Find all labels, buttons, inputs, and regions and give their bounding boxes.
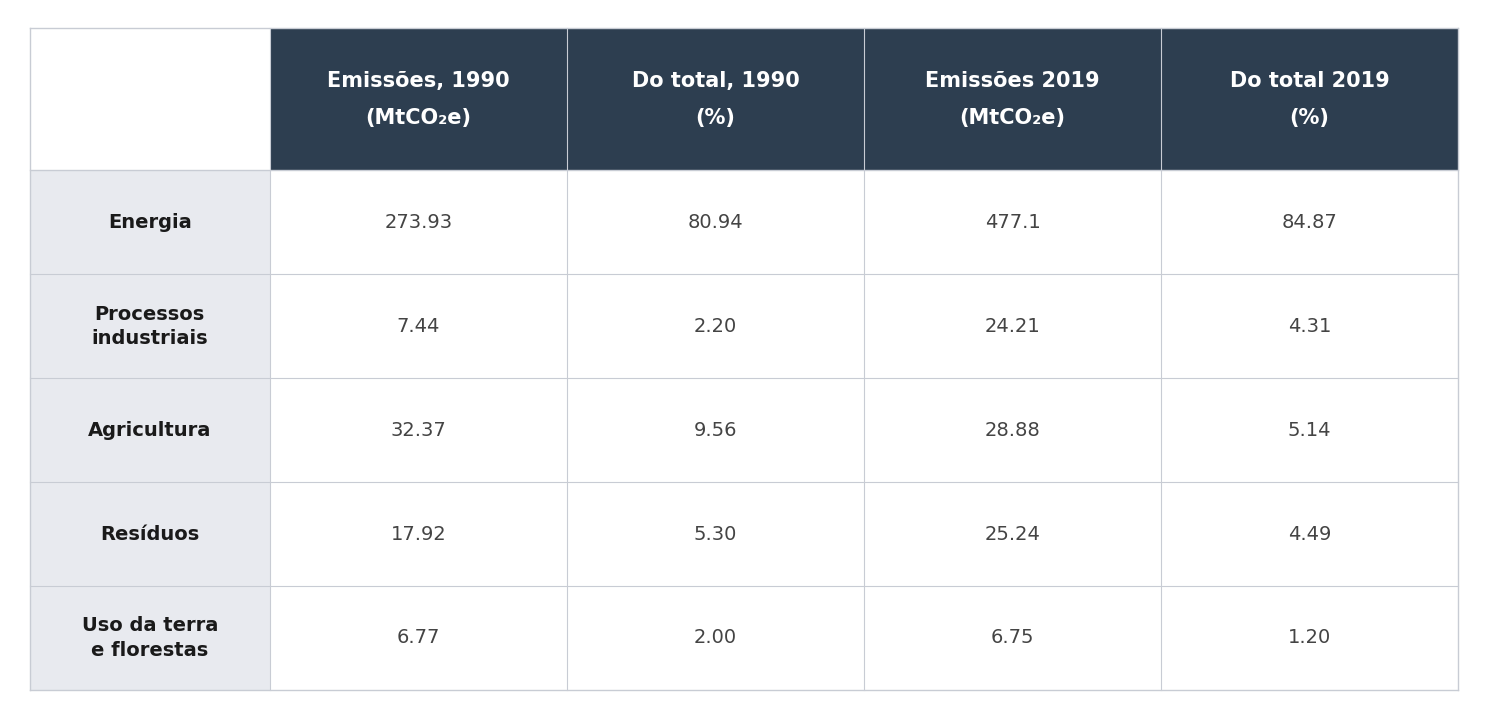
Text: (%): (%) xyxy=(695,108,735,128)
Bar xyxy=(865,586,1161,690)
Text: 4.49: 4.49 xyxy=(1289,524,1332,543)
Text: 1.20: 1.20 xyxy=(1289,629,1332,648)
Bar xyxy=(567,28,865,170)
Bar xyxy=(865,378,1161,482)
Bar xyxy=(30,170,269,275)
Text: (MtCO₂e): (MtCO₂e) xyxy=(960,108,1065,128)
Text: 5.14: 5.14 xyxy=(1289,421,1332,440)
Bar xyxy=(269,482,567,586)
Text: Agricultura: Agricultura xyxy=(88,421,211,440)
Bar xyxy=(1161,170,1458,275)
Text: 24.21: 24.21 xyxy=(985,317,1040,336)
Bar xyxy=(1161,275,1458,378)
Bar xyxy=(567,586,865,690)
Text: (MtCO₂e): (MtCO₂e) xyxy=(366,108,472,128)
Bar xyxy=(30,482,269,586)
Text: 32.37: 32.37 xyxy=(390,421,446,440)
Bar xyxy=(567,378,865,482)
Bar xyxy=(269,275,567,378)
Text: 17.92: 17.92 xyxy=(390,524,446,543)
Bar xyxy=(30,28,269,170)
Bar xyxy=(865,275,1161,378)
Bar xyxy=(567,482,865,586)
Bar xyxy=(269,28,567,170)
Text: Emissões 2019: Emissões 2019 xyxy=(926,71,1100,91)
Text: 5.30: 5.30 xyxy=(693,524,737,543)
Text: 6.75: 6.75 xyxy=(991,629,1034,648)
Bar xyxy=(1161,586,1458,690)
Bar xyxy=(269,170,567,275)
Bar xyxy=(30,275,269,378)
Bar xyxy=(1161,378,1458,482)
Text: 2.00: 2.00 xyxy=(693,629,737,648)
Text: 477.1: 477.1 xyxy=(985,213,1040,232)
Bar xyxy=(865,482,1161,586)
Bar xyxy=(30,378,269,482)
Text: Uso da terra
e florestas: Uso da terra e florestas xyxy=(82,616,217,660)
Bar xyxy=(1161,28,1458,170)
Bar xyxy=(567,275,865,378)
Text: Resíduos: Resíduos xyxy=(100,524,199,543)
Text: 9.56: 9.56 xyxy=(693,421,737,440)
Text: Energia: Energia xyxy=(107,213,192,232)
Bar xyxy=(269,378,567,482)
Text: 4.31: 4.31 xyxy=(1289,317,1332,336)
Text: 28.88: 28.88 xyxy=(985,421,1040,440)
Bar xyxy=(1161,482,1458,586)
Text: Do total 2019: Do total 2019 xyxy=(1229,71,1390,91)
Text: (%): (%) xyxy=(1290,108,1330,128)
Text: 6.77: 6.77 xyxy=(397,629,440,648)
Text: Do total, 1990: Do total, 1990 xyxy=(631,71,799,91)
Text: 25.24: 25.24 xyxy=(985,524,1040,543)
Text: 2.20: 2.20 xyxy=(693,317,737,336)
Bar xyxy=(30,586,269,690)
Bar xyxy=(865,28,1161,170)
Text: 80.94: 80.94 xyxy=(687,213,743,232)
Text: 273.93: 273.93 xyxy=(384,213,452,232)
Text: 7.44: 7.44 xyxy=(397,317,440,336)
Text: Processos
industriais: Processos industriais xyxy=(91,305,208,348)
Text: 84.87: 84.87 xyxy=(1281,213,1338,232)
Text: Emissões, 1990: Emissões, 1990 xyxy=(327,71,509,91)
Bar xyxy=(567,170,865,275)
Bar xyxy=(269,586,567,690)
Bar xyxy=(865,170,1161,275)
